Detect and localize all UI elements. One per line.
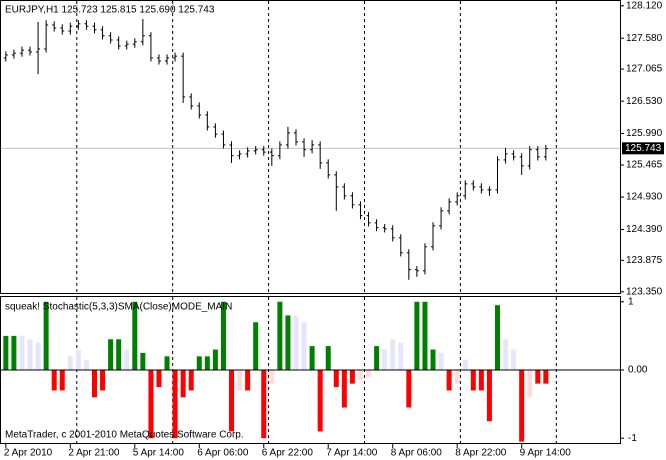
histogram-bar bbox=[148, 370, 154, 439]
x-tick-label: 2 Apr 21:00 bbox=[68, 448, 120, 459]
histogram-bar bbox=[132, 301, 138, 370]
histogram-bar bbox=[398, 342, 404, 370]
histogram-bar bbox=[140, 352, 146, 370]
histogram-bar bbox=[503, 339, 509, 370]
histogram-bar bbox=[220, 301, 226, 370]
histogram-bar bbox=[430, 349, 436, 370]
histogram-bar bbox=[277, 301, 283, 370]
histogram-bar bbox=[519, 370, 525, 442]
histogram-bar bbox=[374, 346, 380, 370]
histogram-bar bbox=[180, 370, 186, 398]
histogram-bar bbox=[511, 349, 517, 370]
histogram-bar bbox=[357, 370, 363, 381]
histogram-bar bbox=[406, 370, 412, 408]
histogram-bar bbox=[486, 370, 492, 422]
histogram-bar bbox=[19, 335, 25, 370]
histogram-bar bbox=[164, 356, 170, 370]
histogram-bar bbox=[309, 346, 315, 370]
x-tick-label: 6 Apr 06:00 bbox=[197, 448, 249, 459]
histogram-bar bbox=[100, 370, 106, 391]
histogram-bar bbox=[341, 370, 347, 408]
histogram-bar bbox=[293, 315, 299, 370]
histogram-bar bbox=[325, 346, 331, 370]
y-tick-label: 124.390 bbox=[626, 224, 663, 235]
x-tick-label: 9 Apr 14:00 bbox=[520, 448, 572, 459]
histogram-bar bbox=[35, 342, 41, 370]
histogram-bar bbox=[11, 335, 17, 370]
histogram-bar bbox=[438, 352, 444, 370]
y-tick-label: 124.930 bbox=[626, 192, 663, 203]
current-price-label: 125.743 bbox=[625, 143, 662, 154]
copyright: MetaTrader, c 2001-2010 MetaQuotes Softw… bbox=[5, 430, 244, 441]
histogram-bar bbox=[67, 356, 73, 370]
y-tick-label: 127.580 bbox=[626, 33, 663, 44]
histogram-bar bbox=[59, 370, 65, 391]
x-tick-label: 8 Apr 06:00 bbox=[391, 448, 443, 459]
histogram-bar bbox=[116, 339, 122, 370]
histogram-bar bbox=[51, 370, 57, 391]
y-tick-label: 127.065 bbox=[626, 64, 663, 75]
histogram-bar bbox=[245, 370, 251, 391]
histogram-bar bbox=[390, 339, 396, 370]
histogram-bar bbox=[446, 370, 452, 391]
histogram-bar bbox=[422, 301, 428, 370]
histogram-bar bbox=[27, 339, 33, 370]
histogram-bar bbox=[543, 370, 549, 384]
y-tick-label: 125.990 bbox=[626, 128, 663, 139]
histogram-bar bbox=[333, 370, 339, 388]
histogram-bar bbox=[527, 370, 533, 398]
histogram-bar bbox=[269, 370, 275, 384]
histogram-bar bbox=[237, 370, 243, 391]
histogram-bar bbox=[83, 359, 89, 370]
histogram-bar bbox=[382, 349, 388, 370]
histogram-bar bbox=[317, 370, 323, 432]
histogram-bar bbox=[414, 301, 420, 370]
histogram-bar bbox=[285, 315, 291, 370]
histogram-bar bbox=[494, 305, 500, 370]
histogram-bar bbox=[75, 349, 81, 370]
histogram-bar bbox=[462, 359, 468, 370]
histogram-bar bbox=[204, 356, 210, 370]
y-tick-label: 1 bbox=[628, 296, 634, 307]
y-tick-label: -1 bbox=[628, 433, 637, 444]
current-price-box bbox=[622, 142, 664, 155]
histogram-bar bbox=[156, 370, 162, 388]
histogram-bar bbox=[229, 370, 235, 432]
histogram-bar bbox=[366, 370, 372, 377]
x-tick-label: 2 Apr 2010 bbox=[4, 448, 53, 459]
y-tick-label: 123.350 bbox=[626, 286, 663, 297]
y-tick-label: 125.465 bbox=[626, 160, 663, 171]
indicator-title: squeak! Stochastic(5,3,3)SMA(Close)MODE_… bbox=[5, 302, 232, 313]
histogram-bar bbox=[535, 370, 541, 384]
histogram-bar bbox=[108, 339, 114, 370]
histogram-bar bbox=[253, 322, 259, 370]
histogram-bar bbox=[349, 370, 355, 384]
histogram-bar bbox=[188, 370, 194, 391]
x-tick-label: 5 Apr 14:00 bbox=[133, 448, 185, 459]
histogram-bar bbox=[212, 349, 218, 370]
histogram-bar bbox=[3, 335, 9, 370]
histogram-bar bbox=[478, 370, 484, 391]
chart-title: EURJPY,H1 125.723 125.815 125.690 125.74… bbox=[5, 5, 215, 16]
y-tick-label: 123.875 bbox=[626, 255, 663, 266]
x-tick-label: 6 Apr 22:00 bbox=[262, 448, 314, 459]
histogram-bar bbox=[172, 370, 178, 439]
histogram-bar bbox=[196, 356, 202, 370]
histogram-bar bbox=[91, 370, 97, 398]
histogram-bar bbox=[301, 322, 307, 370]
y-tick-label: 128.120 bbox=[626, 0, 663, 11]
price-panel bbox=[0, 0, 621, 294]
x-tick-label: 7 Apr 14:00 bbox=[326, 448, 378, 459]
y-tick-label: 0.00 bbox=[628, 365, 648, 376]
histogram-bar bbox=[454, 370, 460, 384]
histogram-bar bbox=[43, 301, 49, 370]
histogram-bar bbox=[261, 370, 267, 439]
histogram-bar bbox=[124, 349, 130, 370]
x-tick-label: 8 Apr 22:00 bbox=[455, 448, 507, 459]
y-tick-label: 126.530 bbox=[626, 96, 663, 107]
histogram-bar bbox=[470, 370, 476, 391]
